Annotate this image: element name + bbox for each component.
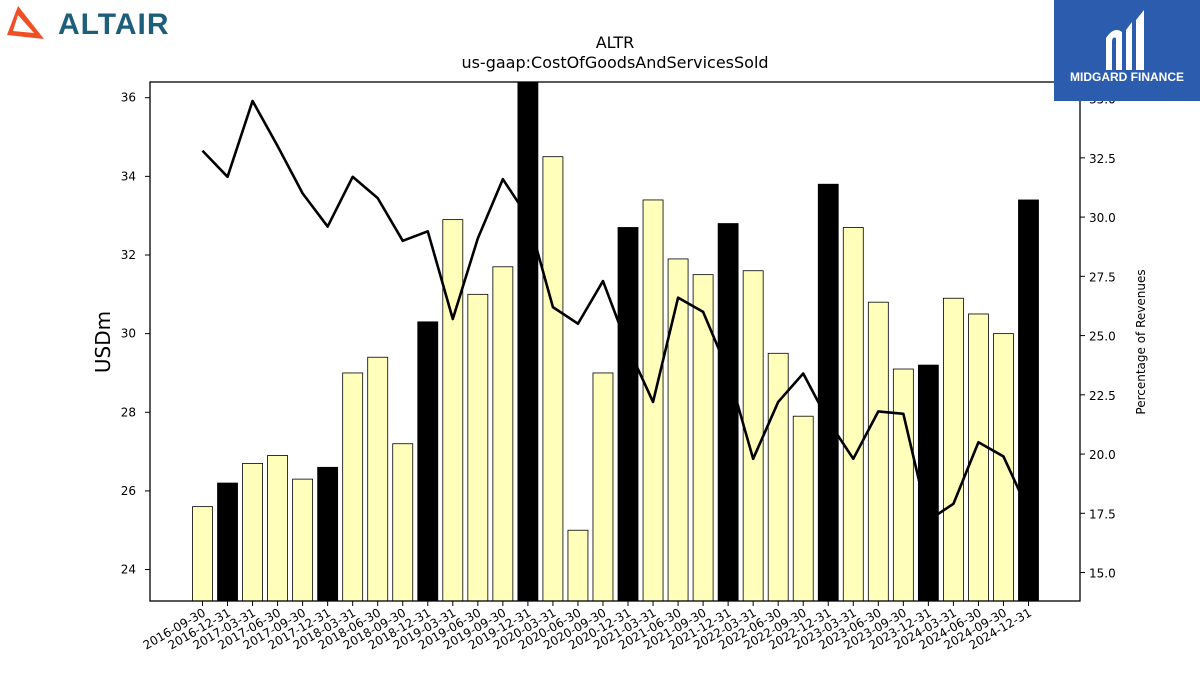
bar-2019-06-30 [467,293,489,602]
y-tick-label: 26 [121,484,136,498]
y-axis-label: USDm [91,311,115,373]
bar-2018-03-31 [342,372,364,602]
y2-tick-label: 22.5 [1089,389,1116,403]
y2-tick-label: 17.5 [1089,507,1116,521]
chart-title: ALTR [596,33,635,52]
bar-2021-06-30 [667,258,689,602]
bar-2017-03-31 [242,462,263,602]
y-tick-label: 32 [121,248,136,262]
bar-2022-12-31 [817,183,839,602]
bar-2020-06-30 [567,529,589,602]
y2-tick-label: 30.0 [1089,211,1116,225]
bar-2018-06-30 [367,356,389,602]
bar-2020-03-31 [542,156,564,602]
y2-tick-label: 27.5 [1089,270,1116,284]
bar-2016-12-31 [217,482,238,602]
revenue-percentage-line [201,99,1030,522]
plot-area-frame [149,81,1081,602]
y2-tick-label: 20.0 [1089,448,1116,462]
bar-2024-09-30 [993,333,1014,602]
midgard-mark-icon [1106,10,1144,70]
y2-axis-label: Percentage of Revenues [1134,269,1148,414]
midgard-finance-logo: MIDGARD FINANCE [1054,0,1200,101]
bar-2022-09-30 [792,415,814,602]
midgard-logo-text: MIDGARD FINANCE [1070,70,1184,84]
bar-2023-06-30 [867,301,889,602]
altair-logo-text: ALTAIR [58,8,170,41]
bar-2018-12-31 [417,321,439,602]
y-tick-label: 34 [121,169,136,183]
y-tick-label: 28 [121,405,136,419]
bar-2018-09-30 [392,443,414,602]
y-tick-label: 30 [121,327,136,341]
bar-2017-06-30 [267,455,288,602]
bar-2020-12-31 [617,227,639,602]
bar-2024-03-31 [943,297,964,602]
bar-2024-12-31 [1018,199,1039,602]
bar-2016-09-30 [192,506,213,602]
bar-2021-12-31 [717,223,739,602]
y-tick-label: 36 [121,91,136,105]
y2-tick-label: 32.5 [1089,152,1116,166]
bar-2017-09-30 [292,478,314,602]
bar-2017-12-31 [317,466,339,602]
chart-subtitle: us-gaap:CostOfGoodsAndServicesSold [461,53,768,72]
bar-2022-06-30 [767,352,789,602]
bar-2023-09-30 [892,368,914,602]
bar-2023-03-31 [842,227,864,602]
altair-logo: ALTAIR [4,2,204,44]
y2-tick-label: 15.0 [1089,567,1116,581]
y2-tick-label: 25.0 [1089,330,1116,344]
bar-2023-12-31 [917,364,939,602]
bar-2020-09-30 [592,372,614,602]
y-tick-label: 24 [121,563,136,577]
bar-2019-09-30 [492,266,514,602]
bar-2019-12-31 [517,81,539,602]
bar-2021-09-30 [692,274,714,602]
bar-2019-03-31 [442,219,464,602]
altair-mark-icon [7,6,44,39]
